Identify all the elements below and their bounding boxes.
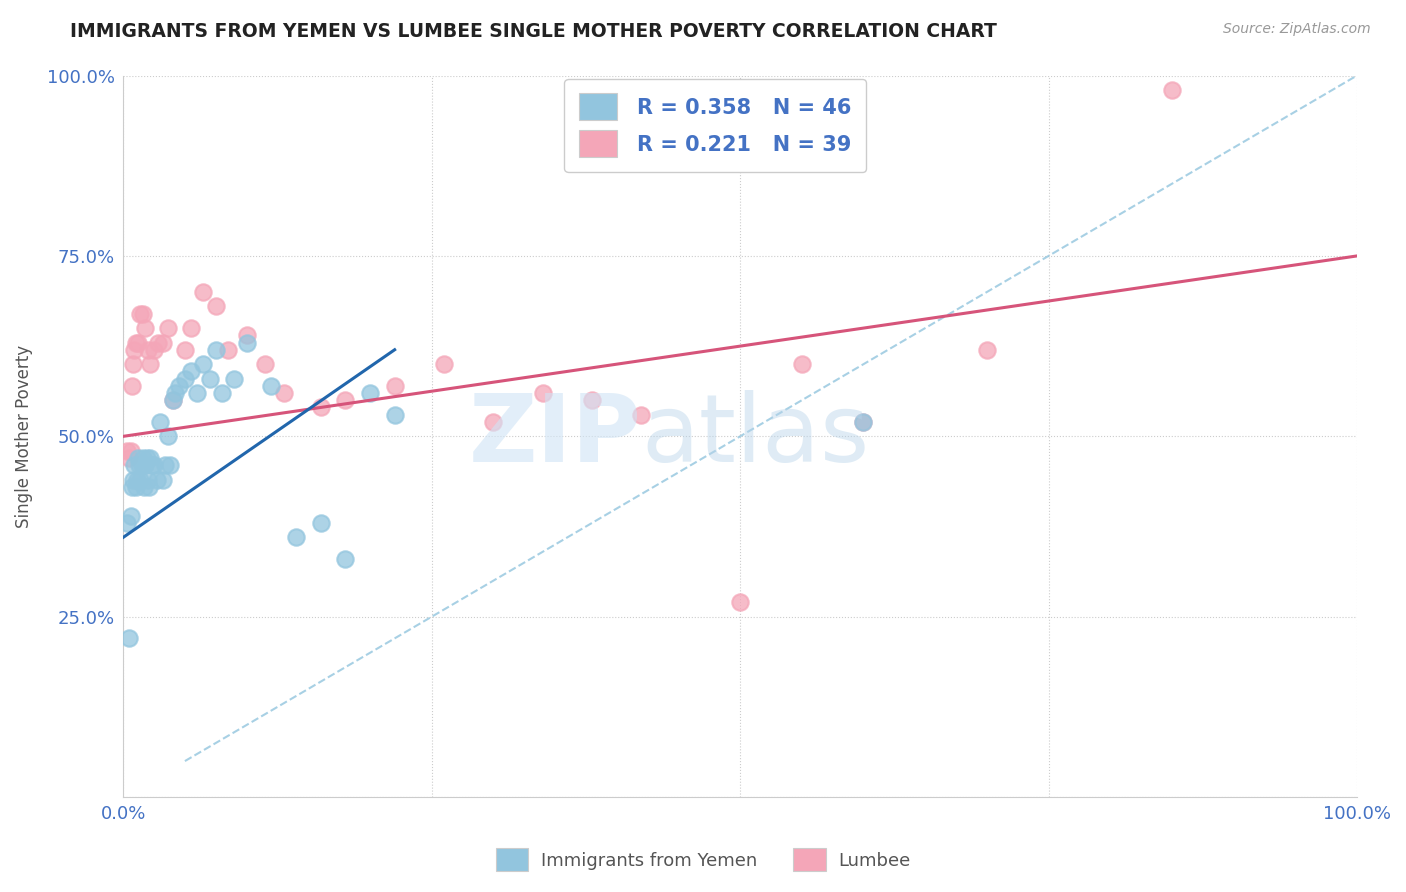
Legend: Immigrants from Yemen, Lumbee: Immigrants from Yemen, Lumbee xyxy=(488,841,918,879)
Point xyxy=(167,379,190,393)
Point xyxy=(193,285,215,299)
Legend: R = 0.358   N = 46, R = 0.221   N = 39: R = 0.358 N = 46, R = 0.221 N = 39 xyxy=(564,78,866,172)
Point xyxy=(309,516,332,530)
Text: atlas: atlas xyxy=(641,391,870,483)
Point xyxy=(217,343,239,357)
Point xyxy=(273,386,295,401)
Point xyxy=(224,371,246,385)
Point xyxy=(728,595,751,609)
Text: ZIP: ZIP xyxy=(468,391,641,483)
Point xyxy=(135,450,157,465)
Point xyxy=(162,393,184,408)
Point xyxy=(139,357,162,371)
Point xyxy=(136,343,159,357)
Point xyxy=(384,408,406,422)
Point xyxy=(120,508,142,523)
Point xyxy=(118,632,141,646)
Y-axis label: Single Mother Poverty: Single Mother Poverty xyxy=(15,345,32,528)
Point xyxy=(309,401,332,415)
Point xyxy=(180,364,202,378)
Point xyxy=(630,408,652,422)
Point xyxy=(146,335,169,350)
Point xyxy=(128,458,150,473)
Point xyxy=(143,458,166,473)
Point xyxy=(162,393,184,408)
Point xyxy=(433,357,456,371)
Point xyxy=(134,458,156,473)
Point xyxy=(156,429,179,443)
Point xyxy=(482,415,505,429)
Point xyxy=(284,530,307,544)
Point xyxy=(335,552,357,566)
Point xyxy=(122,357,145,371)
Point xyxy=(384,379,406,393)
Point xyxy=(115,443,138,458)
Point xyxy=(852,415,875,429)
Point xyxy=(180,321,202,335)
Point xyxy=(127,335,149,350)
Point xyxy=(156,321,179,335)
Point xyxy=(121,379,143,393)
Point xyxy=(141,458,163,473)
Point xyxy=(120,443,142,458)
Point xyxy=(204,300,226,314)
Point xyxy=(121,480,143,494)
Point xyxy=(152,335,174,350)
Point xyxy=(131,458,153,473)
Point xyxy=(581,393,603,408)
Point xyxy=(127,450,149,465)
Point xyxy=(145,473,167,487)
Point xyxy=(115,516,138,530)
Point xyxy=(118,450,141,465)
Point xyxy=(531,386,554,401)
Point xyxy=(138,480,160,494)
Point xyxy=(136,473,159,487)
Point xyxy=(1161,83,1184,97)
Point xyxy=(143,343,166,357)
Point xyxy=(335,393,357,408)
Point xyxy=(125,473,148,487)
Point xyxy=(122,473,145,487)
Point xyxy=(129,307,152,321)
Point xyxy=(159,458,181,473)
Point xyxy=(852,415,875,429)
Point xyxy=(124,480,146,494)
Point xyxy=(124,343,146,357)
Point xyxy=(235,328,257,343)
Point xyxy=(153,458,176,473)
Point xyxy=(193,357,215,371)
Point xyxy=(132,450,155,465)
Point xyxy=(124,458,146,473)
Point xyxy=(254,357,277,371)
Point xyxy=(359,386,381,401)
Point xyxy=(132,307,155,321)
Point xyxy=(174,371,197,385)
Point xyxy=(790,357,813,371)
Point xyxy=(152,473,174,487)
Point xyxy=(204,343,226,357)
Point xyxy=(149,415,172,429)
Point xyxy=(260,379,283,393)
Point xyxy=(134,480,156,494)
Point xyxy=(174,343,197,357)
Text: IMMIGRANTS FROM YEMEN VS LUMBEE SINGLE MOTHER POVERTY CORRELATION CHART: IMMIGRANTS FROM YEMEN VS LUMBEE SINGLE M… xyxy=(70,22,997,41)
Point xyxy=(186,386,208,401)
Point xyxy=(134,321,156,335)
Point xyxy=(198,371,221,385)
Point xyxy=(235,335,257,350)
Point xyxy=(976,343,998,357)
Point xyxy=(124,335,146,350)
Point xyxy=(163,386,186,401)
Point xyxy=(139,450,162,465)
Point xyxy=(211,386,233,401)
Point xyxy=(129,473,152,487)
Text: Source: ZipAtlas.com: Source: ZipAtlas.com xyxy=(1223,22,1371,37)
